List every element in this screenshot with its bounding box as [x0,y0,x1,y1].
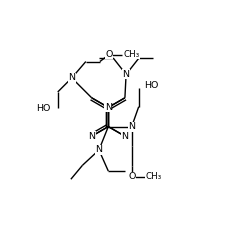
Text: HO: HO [36,104,51,113]
Text: O: O [106,50,113,59]
Text: O: O [128,172,135,181]
Text: N: N [123,70,130,79]
Text: N: N [88,132,95,141]
Text: N: N [121,132,128,141]
Text: N: N [105,103,112,112]
Text: CH₃: CH₃ [146,172,162,181]
Text: N: N [105,103,112,112]
Text: HO: HO [144,81,159,90]
Text: N: N [96,146,102,154]
Text: CH₃: CH₃ [123,50,139,59]
Text: N: N [128,122,135,131]
Text: N: N [68,73,75,82]
